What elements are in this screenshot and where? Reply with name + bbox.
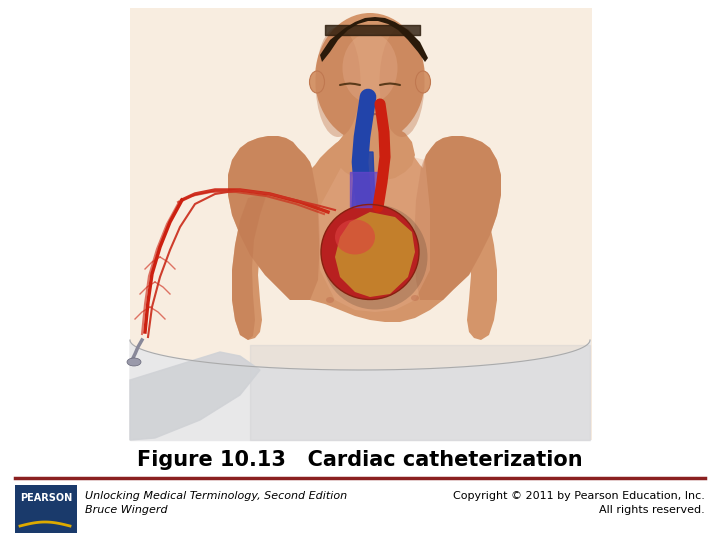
FancyBboxPatch shape	[15, 485, 77, 533]
Bar	[130, 8, 592, 440]
Polygon shape	[335, 122, 415, 180]
Text: Copyright © 2011 by Pearson Education, Inc.: Copyright © 2011 by Pearson Education, I…	[453, 491, 705, 501]
Ellipse shape	[323, 205, 428, 309]
Ellipse shape	[411, 295, 419, 301]
Ellipse shape	[415, 71, 431, 93]
Ellipse shape	[335, 219, 375, 254]
Ellipse shape	[379, 27, 425, 137]
Polygon shape	[320, 17, 428, 62]
Text: Figure 10.13   Cardiac catheterization: Figure 10.13 Cardiac catheterization	[138, 450, 582, 470]
Ellipse shape	[310, 71, 325, 93]
Polygon shape	[232, 193, 267, 340]
Ellipse shape	[326, 297, 334, 303]
Polygon shape	[228, 136, 320, 300]
Ellipse shape	[343, 33, 397, 103]
Ellipse shape	[315, 27, 361, 137]
Polygon shape	[414, 136, 501, 300]
Polygon shape	[318, 153, 430, 312]
Text: Unlocking Medical Terminology, Second Edition: Unlocking Medical Terminology, Second Ed…	[85, 491, 347, 501]
Polygon shape	[130, 352, 260, 440]
Text: PEARSON: PEARSON	[20, 493, 72, 503]
Polygon shape	[228, 131, 501, 322]
Polygon shape	[431, 148, 497, 340]
Text: All rights reserved.: All rights reserved.	[599, 505, 705, 515]
Polygon shape	[232, 148, 298, 340]
Polygon shape	[130, 340, 590, 440]
Text: Bruce Wingerd: Bruce Wingerd	[85, 505, 168, 515]
Polygon shape	[352, 152, 375, 207]
Polygon shape	[335, 212, 415, 297]
Ellipse shape	[321, 205, 419, 300]
Ellipse shape	[127, 358, 141, 366]
Ellipse shape	[315, 13, 425, 143]
